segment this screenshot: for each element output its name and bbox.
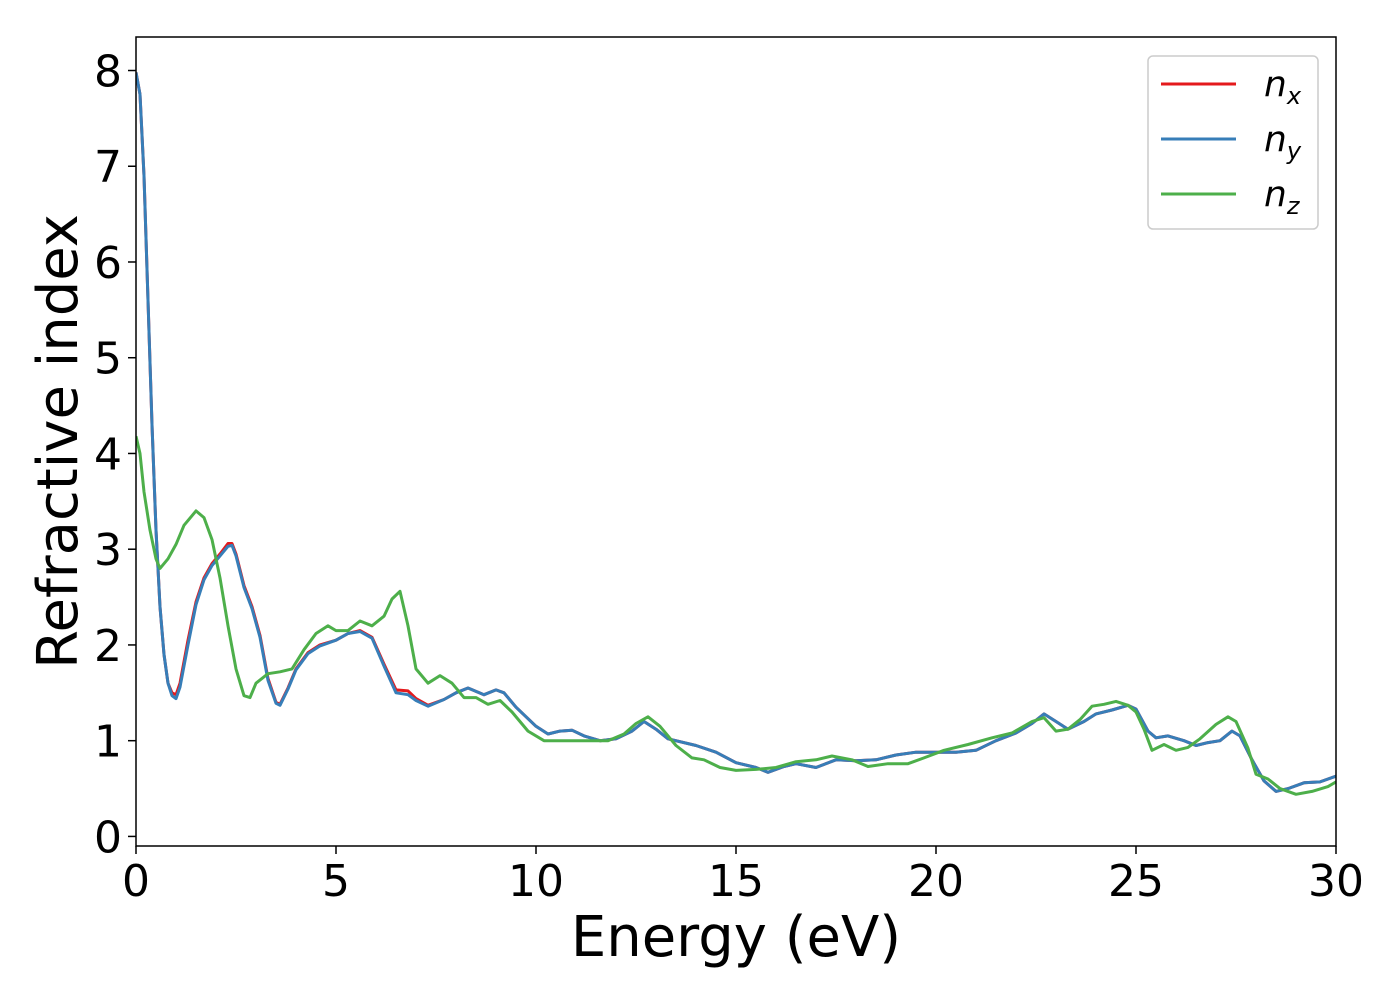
y-tick-label: 1 (94, 717, 122, 768)
x-tick-label: 15 (708, 856, 764, 907)
plot-lines (136, 72, 1336, 796)
x-axis-ticks: 0 5 10 15 20 25 30 (122, 846, 1364, 907)
x-axis-label: Energy (eV) (571, 905, 901, 970)
x-tick-label: 30 (1308, 856, 1364, 907)
legend-box (1147, 55, 1319, 230)
legend-label-ny: ny (1264, 119, 1302, 165)
x-tick-label: 5 (322, 856, 350, 907)
x-tick-label: 25 (1108, 856, 1164, 907)
y-tick-label: 3 (94, 525, 122, 576)
y-tick-label: 8 (94, 47, 122, 98)
y-tick-label: 2 (94, 621, 122, 672)
y-axis-label: Refractive index (26, 214, 91, 669)
y-tick-label: 4 (94, 429, 122, 480)
x-tick-label: 0 (122, 856, 150, 907)
x-tick-label: 20 (908, 856, 964, 907)
y-tick-label: 5 (94, 334, 122, 385)
y-tick-label: 7 (94, 142, 122, 193)
y-tick-label: 0 (94, 812, 122, 863)
series-line-nz (136, 435, 1336, 796)
y-tick-label: 6 (94, 238, 122, 289)
legend-label-nz: nz (1264, 174, 1301, 220)
legend: nx ny nz (1147, 55, 1319, 230)
y-axis-ticks: 0 1 2 3 4 5 6 7 8 (94, 47, 136, 863)
legend-label-nx: nx (1264, 64, 1302, 110)
x-tick-label: 10 (508, 856, 564, 907)
